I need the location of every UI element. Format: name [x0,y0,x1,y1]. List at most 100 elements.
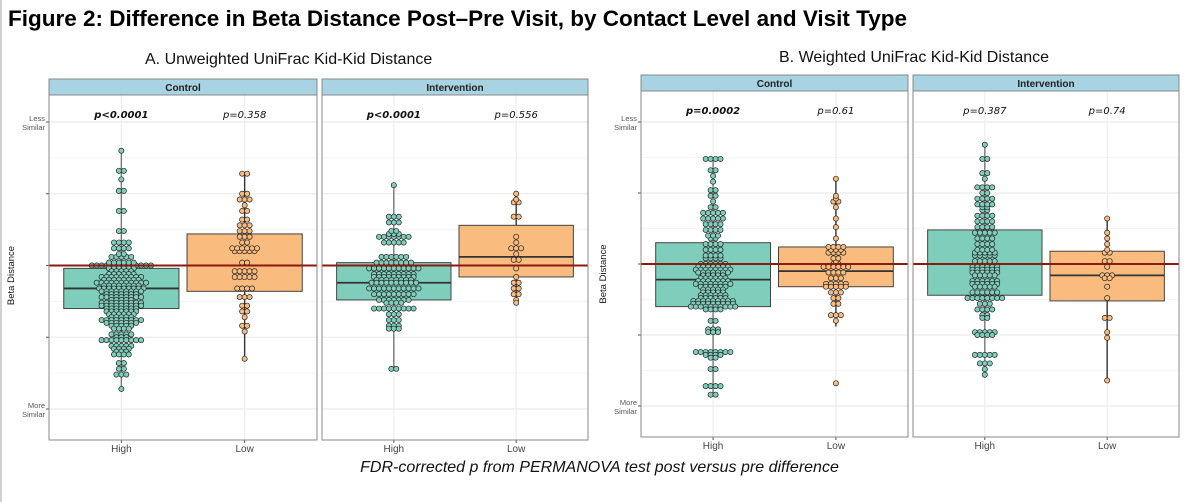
data-point [98,302,105,309]
data-point [712,252,719,259]
data-point [118,147,125,154]
data-point [244,190,251,197]
data-point [241,274,248,280]
data-point [246,274,253,280]
data-point [710,232,717,239]
data-point [244,308,251,315]
data-point [979,218,986,225]
chart-panel-0: Beta DistanceLessSimilarMoreSimilarContr… [6,78,589,455]
data-point [712,317,719,324]
data-point [244,216,251,223]
data-point [244,302,251,309]
data-point [390,285,397,292]
data-point [244,239,251,246]
data-point [395,265,402,272]
data-point [707,187,714,194]
data-point [989,332,996,338]
data-point [710,215,717,222]
data-point [976,229,983,236]
data-point [717,306,724,313]
data-point [707,241,714,248]
data-point [143,279,150,286]
data-point [986,351,993,358]
p-value-label: p=0.74 [1088,106,1126,117]
data-point [388,259,395,266]
data-point [383,253,390,260]
group-high: p=0.0002 High [655,106,771,452]
data-point [236,294,243,301]
data-point [103,294,110,301]
y-tick-label-top: Similar [22,123,45,132]
data-point [410,265,417,272]
data-point [249,245,255,252]
data-point [241,355,248,362]
data-point [979,315,986,321]
data-point [1104,246,1111,253]
data-point [120,251,127,257]
data-point [518,245,525,252]
data-point [393,259,400,266]
data-point [510,213,517,220]
data-point [388,279,395,286]
data-point [241,294,248,301]
data-point [373,279,380,286]
figure-frame-edge [0,0,2,502]
data-point [835,300,842,307]
data-point [110,259,117,266]
data-point [415,265,422,272]
data-point [246,228,253,235]
data-point [115,351,122,358]
data-point [395,317,402,323]
data-point [371,305,378,312]
data-point [1104,329,1111,336]
data-point [408,279,415,286]
data-point [98,288,105,295]
data-point [707,192,714,199]
data-point [378,253,385,260]
data-point [979,246,986,253]
data-point [118,371,125,378]
data-point [828,283,834,290]
data-point [984,306,991,313]
facet-control: Control p=0.0002 High p=0.61 Low [640,74,909,452]
data-point [835,269,842,276]
data-point [133,319,140,326]
data-point [254,245,260,252]
data-point [974,289,981,296]
data-point [376,233,382,240]
data-point [113,371,120,378]
data-point [712,366,719,373]
data-point [400,265,407,272]
data-point [989,306,996,313]
data-point [385,317,392,323]
data-point [390,265,397,272]
data-point [393,253,400,260]
data-point [832,204,839,211]
p-value-label: p=0.61 [816,106,854,117]
data-point [246,222,253,229]
data-point [976,360,983,367]
data-point [388,253,395,260]
data-point [707,155,714,162]
data-point [825,263,832,270]
data-point [971,283,978,290]
data-point [979,195,986,202]
data-point [385,325,392,332]
group-high: p=0.387 High [927,106,1043,452]
p-value-label: p<0.0001 [366,110,421,121]
data-point [832,192,839,199]
data-point [371,285,378,292]
data-point [981,300,988,307]
data-point [249,285,255,292]
data-point [697,349,704,355]
data-point [376,296,382,303]
data-point [385,305,392,312]
group-low: p=0.556 Low [458,110,574,455]
data-point [115,239,122,246]
data-point [108,253,115,260]
data-point [405,265,412,272]
data-point [390,311,397,318]
data-point [976,272,983,279]
y-tick-label-top: Less [621,114,637,123]
